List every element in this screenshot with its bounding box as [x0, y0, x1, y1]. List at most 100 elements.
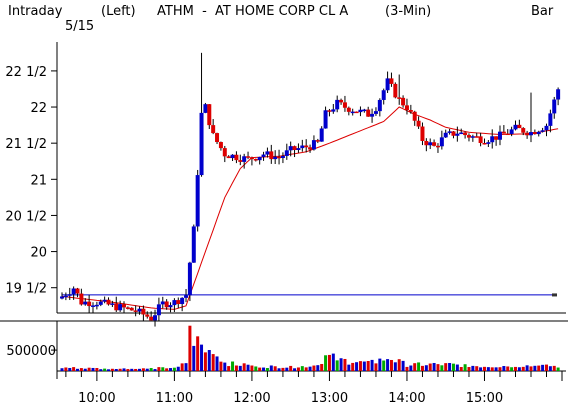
- volume-bar: [533, 365, 537, 371]
- volume-bar: [378, 358, 382, 371]
- volume-bar: [308, 366, 312, 371]
- candle-down: [494, 136, 499, 140]
- volume-bar: [517, 367, 521, 371]
- candle-up: [544, 125, 549, 131]
- volume-bar: [60, 368, 64, 371]
- volume-bar: [324, 355, 328, 371]
- candle-down: [269, 151, 274, 160]
- candle-up: [296, 148, 301, 151]
- candle-down: [114, 303, 119, 311]
- volume-bar: [331, 353, 335, 371]
- volume-bar: [242, 363, 246, 371]
- candle-up: [350, 111, 355, 114]
- volume-bar: [494, 367, 498, 371]
- candle-down: [482, 142, 487, 145]
- candle-up: [536, 131, 541, 135]
- candle-down: [478, 136, 483, 143]
- volume-bar: [541, 364, 545, 371]
- price-tick-label: 22 1/2: [5, 65, 47, 80]
- candle-down: [122, 304, 127, 308]
- candle-down: [176, 300, 181, 305]
- price-tick-label: 20 1/2: [5, 209, 47, 224]
- time-tick-label: 10:00: [78, 391, 115, 406]
- price-tick-label: 22: [30, 101, 47, 116]
- candle-down: [451, 131, 456, 136]
- volume-bar: [413, 363, 417, 371]
- volume-bar: [382, 360, 386, 371]
- candle-up: [71, 288, 76, 295]
- candle-up: [490, 136, 495, 143]
- candle-down: [401, 97, 406, 106]
- candle-down: [389, 78, 394, 84]
- volume-bar: [455, 364, 459, 371]
- volume-bar: [386, 359, 390, 371]
- candle-up: [335, 99, 340, 110]
- chart-title: ATHM - AT HOME CORP CL A: [157, 4, 348, 19]
- time-tick-label: 12:00: [233, 391, 270, 406]
- candle-up: [300, 145, 305, 149]
- volume-bar: [184, 363, 188, 371]
- candle-up: [377, 99, 382, 112]
- candle-up: [153, 315, 158, 321]
- candle-up: [552, 99, 557, 114]
- volume-bar: [436, 364, 440, 371]
- candle-down: [393, 83, 398, 98]
- volume-bar: [165, 368, 169, 371]
- candle-up: [172, 300, 177, 306]
- volume-bar: [258, 367, 262, 371]
- candle-up: [98, 301, 103, 305]
- volume-bar: [490, 367, 494, 371]
- candle-down: [149, 316, 154, 321]
- volume-bar: [486, 367, 490, 371]
- volume-bar: [513, 366, 517, 371]
- candle-up: [230, 154, 235, 159]
- volume-axis-ticks: 500000: [6, 344, 57, 359]
- candle-down: [424, 140, 429, 146]
- volume-bar: [254, 366, 258, 371]
- volume-bar: [548, 366, 552, 371]
- volume-bar: [176, 366, 180, 371]
- candle-up: [91, 305, 96, 307]
- candle-up: [110, 303, 115, 305]
- volume-bar: [72, 367, 76, 371]
- volume-bar: [246, 364, 250, 371]
- candle-down: [315, 140, 320, 142]
- price-tick-label: 19 1/2: [5, 282, 47, 297]
- volume-bar: [463, 364, 467, 371]
- price-tick-label: 21 1/2: [5, 137, 47, 152]
- candle-down: [532, 132, 537, 135]
- volume-bar: [87, 367, 91, 371]
- volume-bar: [64, 367, 68, 371]
- volume-bar: [83, 368, 87, 371]
- volume-bar: [134, 368, 138, 371]
- candle-down: [211, 125, 216, 134]
- volume-bar: [347, 364, 351, 371]
- candle-up: [102, 299, 107, 302]
- candle-up: [242, 156, 247, 162]
- volume-bar: [219, 361, 223, 371]
- volume-bar: [355, 362, 359, 371]
- volume-bar: [482, 366, 486, 371]
- candle-up: [284, 150, 289, 156]
- candle-up: [83, 301, 88, 305]
- volume-bar: [265, 368, 269, 371]
- time-tick-label: 13:00: [311, 391, 348, 406]
- candle-down: [207, 104, 212, 126]
- candle-up: [60, 296, 64, 299]
- mode-label: Intraday: [8, 4, 63, 19]
- volume-bar: [343, 358, 347, 371]
- candle-down: [501, 131, 506, 134]
- volume-bar: [273, 366, 277, 371]
- volume-bar: [215, 356, 219, 371]
- volume-bar: [149, 368, 153, 371]
- volume-bar: [475, 366, 479, 371]
- candle-up: [257, 156, 262, 161]
- volume-bar: [103, 368, 107, 371]
- volume-bar: [281, 367, 285, 371]
- candle-up: [428, 142, 433, 146]
- volume-bar: [316, 365, 320, 371]
- candle-down: [292, 146, 297, 151]
- candle-up: [265, 151, 270, 155]
- volume-bar: [157, 367, 161, 371]
- volume-bar: [211, 354, 215, 371]
